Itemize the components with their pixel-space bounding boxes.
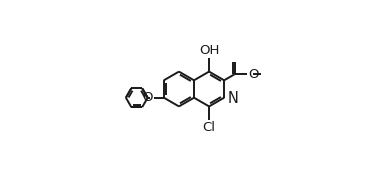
Text: N: N [227,91,238,106]
Text: O: O [142,91,153,104]
Text: O: O [248,68,259,81]
Text: Cl: Cl [203,121,216,134]
Text: OH: OH [199,44,219,57]
